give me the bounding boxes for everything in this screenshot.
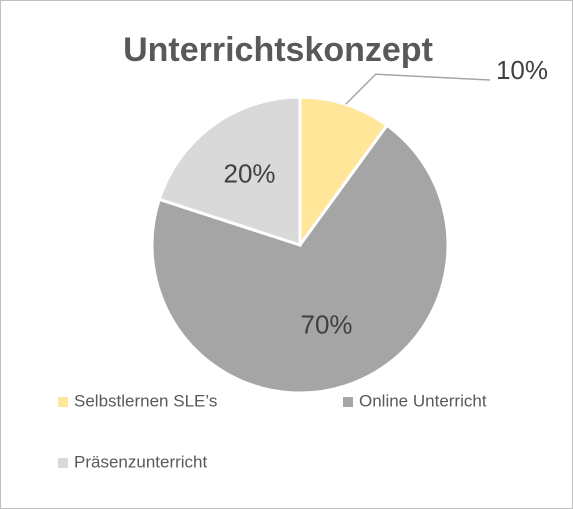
data-label: 70%	[301, 310, 353, 340]
legend-label: Präsenzunterricht	[74, 452, 208, 471]
legend-marker	[343, 397, 353, 407]
pie-slice	[157, 95, 302, 248]
chart-title: Unterrichtskonzept	[123, 31, 433, 69]
legend-label: Online Unterricht	[359, 391, 487, 410]
pie-slice	[150, 123, 450, 395]
legend-marker	[58, 397, 68, 407]
legend-marker	[58, 458, 68, 468]
legend-label: Selbstlernen SLE’s	[74, 391, 217, 410]
data-label: 10%	[496, 55, 548, 85]
leader-line	[345, 73, 491, 105]
data-label: 20%	[224, 158, 276, 188]
